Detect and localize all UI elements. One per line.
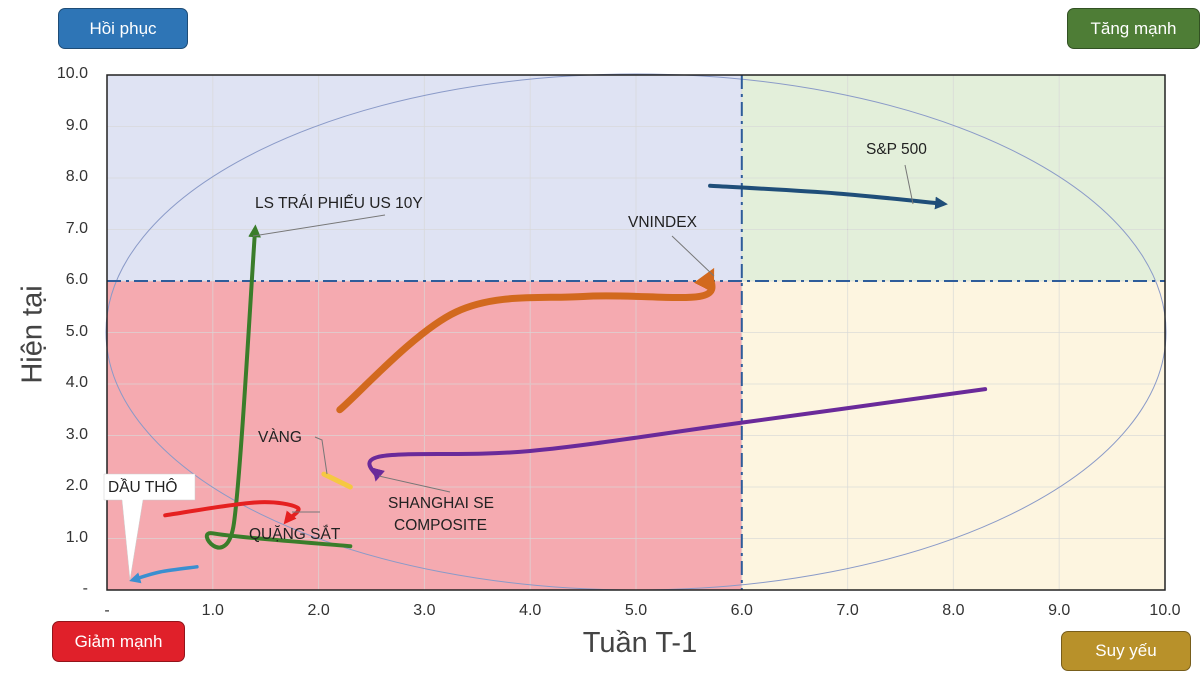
x-tick-label: 10.0 (1149, 602, 1181, 619)
x-tick-label: 6.0 (730, 602, 753, 619)
series-ls-tr-i-phi-u-us-10y (204, 224, 353, 550)
x-tick-label: 7.0 (836, 602, 859, 619)
quadrant-badge-recovery: Hồi phục (58, 8, 188, 49)
x-tick-label: 1.0 (201, 602, 224, 619)
y-tick-label: 9.0 (65, 116, 88, 134)
x-tick-label: 9.0 (1048, 602, 1071, 619)
series-s-p-500 (708, 183, 948, 210)
label-sp500: S&P 500 (866, 141, 927, 158)
y-tick-label: 1.0 (65, 528, 88, 546)
y-tick-label: 8.0 (65, 168, 88, 185)
label-shanghai-1: SHANGHAI SE (388, 495, 494, 512)
series-v-ng (321, 471, 353, 490)
label-vnindex: VNINDEX (628, 214, 698, 231)
y-tick-label: 6.0 (65, 271, 88, 288)
y-tick-label: - (82, 580, 88, 597)
label-bond: LS TRÁI PHIẾU US 10Y (255, 195, 423, 212)
series-vnindex (336, 267, 716, 414)
x-tick-label: 3.0 (413, 602, 436, 619)
quadrant-badge-strong-up: Tăng mạnh (1067, 8, 1200, 49)
annotation-leaders (252, 164, 914, 513)
y-tick-label: 10.0 (56, 65, 88, 82)
threshold-lines (107, 75, 1165, 590)
y-tick-label: 2.0 (65, 477, 88, 494)
x-axis-title: Tuần T-1 (582, 627, 698, 659)
x-tick-label: 8.0 (942, 602, 965, 619)
label-iron: QUẶNG SẮT (249, 525, 341, 543)
y-tick-label: 7.0 (65, 219, 88, 237)
series-d-u-th- (129, 565, 199, 584)
y-tick-label: 4.0 (65, 374, 88, 391)
x-tick-label: - (104, 602, 110, 619)
series-shanghai-se-composite (367, 387, 988, 482)
x-tick-label: 2.0 (307, 602, 330, 619)
quadrant-badge-strong-down: Giảm mạnh (52, 621, 185, 662)
x-tick-label: 5.0 (624, 602, 648, 619)
label-gold: VÀNG (258, 429, 302, 446)
oil-callout (103, 473, 196, 581)
y-tick-label: 5.0 (65, 322, 88, 340)
label-shanghai-2: COMPOSITE (394, 517, 487, 534)
quadrant-badge-weak: Suy yếu (1061, 631, 1191, 671)
plot-frame (106, 74, 1166, 591)
label-oil: DẦU THÔ (108, 479, 177, 496)
series-qu-ng-s-t (163, 500, 301, 525)
y-tick-label: 3.0 (65, 425, 88, 443)
series-lines (129, 183, 988, 584)
x-tick-label: 4.0 (519, 602, 542, 619)
